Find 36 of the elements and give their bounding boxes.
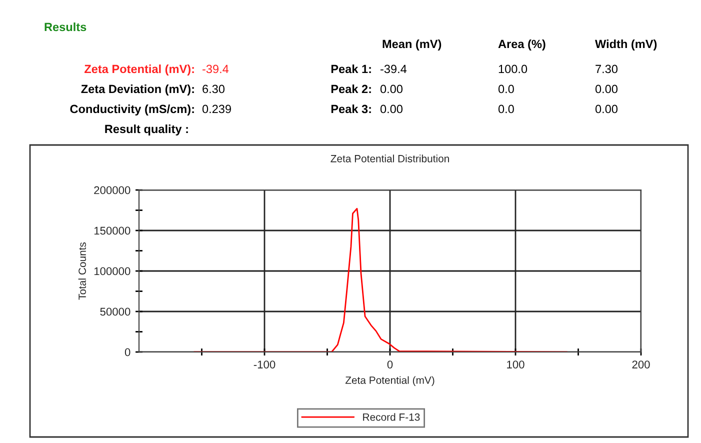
y-tick-label: 200000 — [94, 186, 130, 194]
y-axis-title: Total Counts — [78, 242, 86, 300]
text: -39.4 — [202, 64, 229, 74]
text: Peak 2: — [331, 84, 371, 94]
text: 0.00 — [595, 104, 618, 114]
y-tick-label: 150000 — [94, 226, 130, 235]
text: Conductivity (mS/cm): — [70, 104, 194, 116]
text: 100.0 — [498, 64, 528, 74]
text: 0.239 — [202, 104, 231, 114]
text: -39.4 — [380, 64, 407, 74]
x-axis-title: Zeta Potential (mV) — [345, 376, 434, 386]
x-tick-label: 100 — [507, 360, 524, 368]
text: Peak 3: — [331, 104, 371, 114]
y-tick-label: 50000 — [100, 308, 130, 316]
text: Width (mV) — [595, 40, 657, 51]
chart-title: Zeta Potential Distribution — [330, 154, 449, 162]
text: 0.00 — [595, 84, 618, 94]
text: Zeta Deviation (mV): — [81, 84, 194, 96]
text: 0.0 — [498, 104, 514, 114]
text: Results — [44, 22, 86, 32]
text: 0.00 — [380, 84, 403, 94]
text: 6.30 — [202, 84, 225, 94]
text: Record F-13 — [363, 413, 420, 421]
text: Area (%) — [498, 40, 546, 51]
text: Result quality : — [105, 124, 188, 136]
text: 7.30 — [596, 64, 618, 74]
x-tick-label: 200 — [632, 360, 650, 368]
text: Zeta Potential (mV): — [84, 64, 194, 76]
text: Mean (mV) — [382, 40, 442, 51]
x-tick-label: 0 — [387, 360, 393, 368]
text: Peak 1: — [331, 64, 371, 74]
text: 0.00 — [380, 104, 403, 114]
y-tick-label: 0 — [124, 348, 130, 356]
text: 0.0 — [498, 84, 514, 94]
y-tick-label: 100000 — [94, 267, 130, 276]
x-tick-label: -100 — [254, 360, 276, 368]
